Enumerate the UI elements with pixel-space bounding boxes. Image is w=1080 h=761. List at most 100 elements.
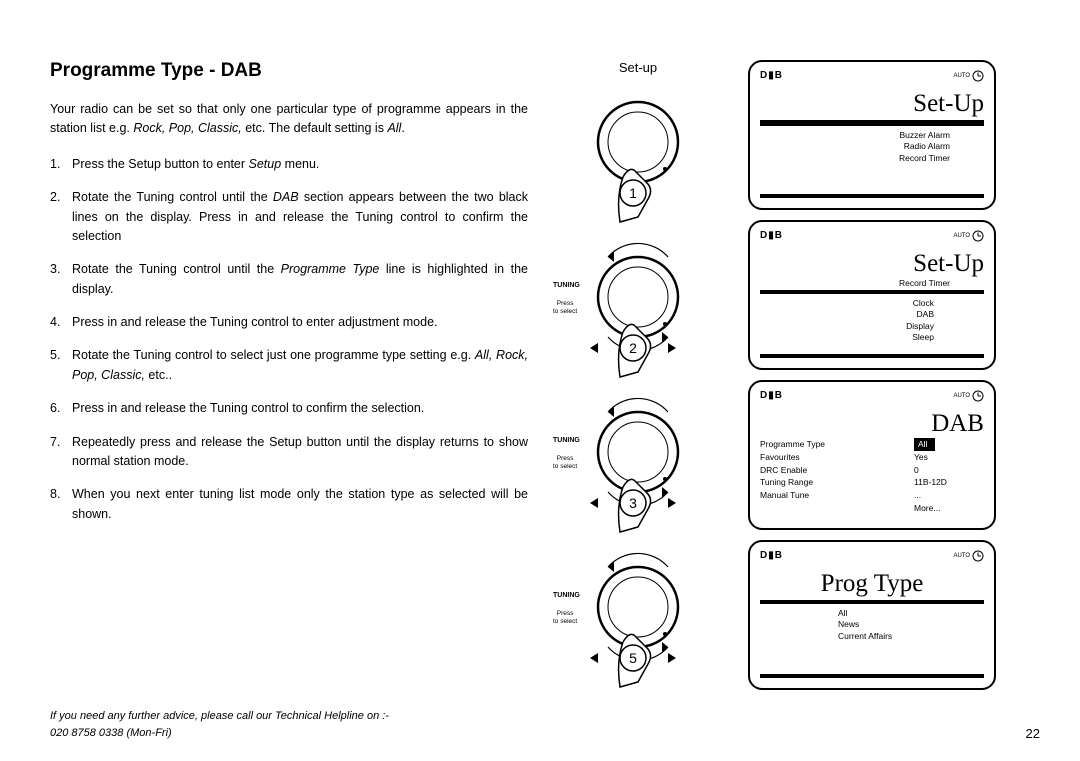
instruction-text: Programme Type - DAB Your radio can be s… <box>50 60 528 697</box>
screen-prog-type: D▮B AUTO Prog Type AllNewsCurrent Affair… <box>748 540 996 690</box>
tuning-label: TUNING <box>553 282 580 289</box>
press-label: Pressto select <box>553 455 577 471</box>
clock-icon <box>972 550 984 562</box>
screen-title: DAB <box>931 410 984 438</box>
helpline-footer: If you need any further advice, please c… <box>50 708 389 741</box>
steps-list: 1.Press the Setup button to enter Setup … <box>50 155 528 524</box>
auto-indicator: AUTO <box>953 550 984 562</box>
intro-italic: All <box>387 121 401 135</box>
menu-item: Sleep <box>760 332 934 343</box>
tuning-label: TUNING <box>553 437 580 444</box>
setting-label: Tuning Range <box>760 476 914 489</box>
menu-item-above: Record Timer <box>760 278 984 288</box>
svg-text:2: 2 <box>629 340 637 356</box>
step-number: 7. <box>50 433 72 472</box>
more-link: More... <box>914 502 984 515</box>
dab-logo: D▮B <box>760 550 783 561</box>
clock-icon <box>972 230 984 242</box>
setting-label: Favourites <box>760 451 914 464</box>
step-text: Press in and release the Tuning control … <box>72 313 528 332</box>
menu-item: All <box>838 608 984 619</box>
step-text: When you next enter tuning list mode onl… <box>72 485 528 524</box>
intro-text: etc. The default setting is <box>242 121 388 135</box>
press-label: Pressto select <box>553 610 577 626</box>
dab-logo: D▮B <box>760 70 783 81</box>
step-text: Repeatedly press and release the Setup b… <box>72 433 528 472</box>
settings-table: Programme TypeFavouritesDRC EnableTuning… <box>760 438 984 515</box>
svg-text:1: 1 <box>629 185 637 201</box>
auto-indicator: AUTO <box>953 70 984 82</box>
divider <box>760 120 984 126</box>
setting-value: 0 <box>914 464 984 477</box>
auto-indicator: AUTO <box>953 230 984 242</box>
step-item: 5.Rotate the Tuning control to select ju… <box>50 346 528 385</box>
step-text: Rotate the Tuning control until the DAB … <box>72 188 528 246</box>
display-screens: D▮B AUTO Set-Up Buzzer AlarmRadio AlarmR… <box>748 60 1008 697</box>
divider <box>760 674 984 678</box>
setup-label: Set-up <box>619 60 657 75</box>
dab-logo: D▮B <box>760 230 783 241</box>
setting-value: Yes <box>914 451 984 464</box>
step-item: 8.When you next enter tuning list mode o… <box>50 485 528 524</box>
setting-value: ... <box>914 489 984 502</box>
menu-item: Radio Alarm <box>760 141 950 152</box>
step-text: Rotate the Tuning control until the Prog… <box>72 260 528 299</box>
dial-icon: 3 <box>568 387 708 537</box>
step-number: 8. <box>50 485 72 524</box>
menu-item: Buzzer Alarm <box>760 130 950 141</box>
dial-icon: 5 <box>568 542 708 692</box>
step-item: 1.Press the Setup button to enter Setup … <box>50 155 528 174</box>
dial-diagram: TUNING Pressto select 2 <box>553 232 723 387</box>
step-number: 4. <box>50 313 72 332</box>
page-title: Programme Type - DAB <box>50 60 528 82</box>
step-number: 1. <box>50 155 72 174</box>
svg-text:5: 5 <box>629 650 637 666</box>
divider <box>760 600 984 604</box>
menu-list: AllNewsCurrent Affairs <box>760 608 984 642</box>
dial-icon: 2 <box>568 232 708 382</box>
dial-diagram: 1 <box>553 77 723 232</box>
setting-value: All <box>914 438 984 451</box>
clock-icon <box>972 390 984 402</box>
menu-item: News <box>838 619 984 630</box>
step-item: 6.Press in and release the Tuning contro… <box>50 399 528 418</box>
helpline-phone: 020 8758 0338 (Mon-Fri) <box>50 725 389 742</box>
setting-label: DRC Enable <box>760 464 914 477</box>
step-text: Press in and release the Tuning control … <box>72 399 528 418</box>
dial-diagram: TUNING Pressto select 3 <box>553 387 723 542</box>
dab-logo: D▮B <box>760 390 783 401</box>
press-label: Pressto select <box>553 300 577 316</box>
screen-setup-2: D▮B AUTO Set-Up Record Timer ClockDABDis… <box>748 220 996 370</box>
step-number: 6. <box>50 399 72 418</box>
intro-italic: Rock, Pop, Classic, <box>133 121 241 135</box>
clock-icon <box>972 70 984 82</box>
step-item: 2.Rotate the Tuning control until the DA… <box>50 188 528 246</box>
page-number: 22 <box>1026 726 1040 741</box>
divider <box>760 194 984 198</box>
screen-setup-1: D▮B AUTO Set-Up Buzzer AlarmRadio AlarmR… <box>748 60 996 210</box>
menu-list: ClockDABDisplaySleep <box>760 298 984 344</box>
menu-item: Clock <box>760 298 934 309</box>
step-text: Rotate the Tuning control to select just… <box>72 346 528 385</box>
step-number: 5. <box>50 346 72 385</box>
setting-label: Manual Tune <box>760 489 914 502</box>
step-item: 7.Repeatedly press and release the Setup… <box>50 433 528 472</box>
helpline-text: If you need any further advice, please c… <box>50 708 389 725</box>
step-number: 3. <box>50 260 72 299</box>
screen-dab: D▮B AUTO DAB Programme TypeFavouritesDRC… <box>748 380 996 530</box>
menu-item: DAB <box>760 309 934 320</box>
step-item: 4.Press in and release the Tuning contro… <box>50 313 528 332</box>
step-item: 3.Rotate the Tuning control until the Pr… <box>50 260 528 299</box>
divider <box>760 290 984 294</box>
screen-title: Set-Up <box>913 250 984 278</box>
screen-title: Set-Up <box>913 90 984 118</box>
dial-diagrams: Set-up 1 TUNING Pressto select 2 TUNING … <box>548 60 728 697</box>
menu-list: Buzzer AlarmRadio AlarmRecord Timer <box>760 130 984 164</box>
step-number: 2. <box>50 188 72 246</box>
setting-value: 11B-12D <box>914 476 984 489</box>
auto-indicator: AUTO <box>953 390 984 402</box>
screen-title: Prog Type <box>821 570 924 598</box>
setting-label: Programme Type <box>760 438 914 451</box>
dial-icon: 1 <box>568 77 708 227</box>
tuning-label: TUNING <box>553 592 580 599</box>
